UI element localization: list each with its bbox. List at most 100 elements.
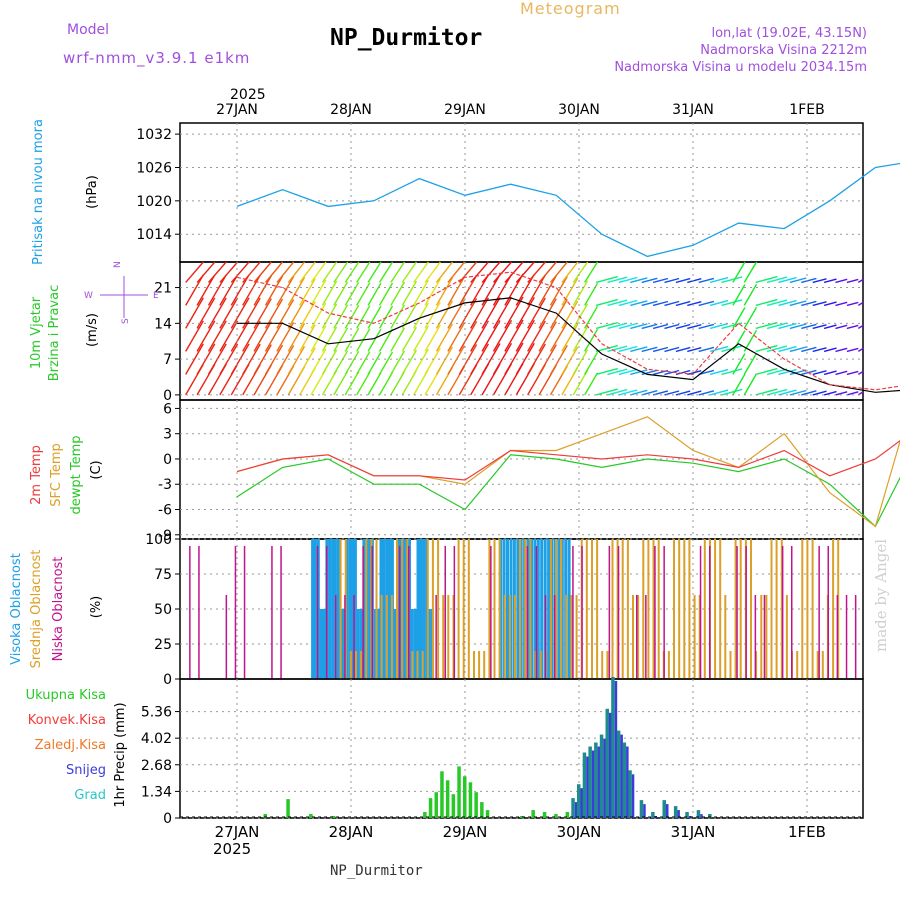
cloud-bar-low bbox=[709, 546, 711, 679]
wind-barb bbox=[538, 321, 557, 352]
cloud-bar-low bbox=[444, 546, 446, 679]
wind-barb bbox=[709, 276, 729, 284]
wind-barb bbox=[641, 346, 658, 353]
cloud-bar-mid bbox=[688, 539, 691, 679]
wind-barb bbox=[447, 261, 466, 283]
wind-barb bbox=[299, 347, 316, 375]
wind-barb bbox=[287, 277, 306, 306]
cloud-bar-low bbox=[553, 595, 556, 679]
wind-barb bbox=[401, 349, 418, 375]
compass-west: W bbox=[84, 291, 93, 301]
wind-barb bbox=[801, 277, 817, 284]
legend-convective-rain: Konvek.Kisa bbox=[28, 713, 106, 728]
cloud-bar-high bbox=[557, 539, 561, 679]
wind-barb bbox=[264, 275, 284, 306]
bottom-day-label: 1FEB bbox=[788, 823, 826, 841]
cloud-bar-high bbox=[373, 609, 377, 679]
precip-bar bbox=[331, 816, 336, 818]
precip-bar bbox=[708, 814, 712, 818]
cloud-bar-mid bbox=[667, 651, 670, 679]
cloud-bar-mid bbox=[796, 651, 799, 679]
wind-barb bbox=[595, 275, 618, 284]
wind-barb bbox=[618, 345, 638, 353]
wind-barb bbox=[561, 277, 579, 306]
wind-barb bbox=[367, 372, 382, 396]
cloud-bar-low bbox=[408, 546, 410, 679]
wind-barb bbox=[675, 390, 691, 396]
wind-barb bbox=[253, 344, 272, 375]
wind-barb bbox=[857, 370, 864, 375]
cloud-bar-mid bbox=[514, 595, 516, 679]
wind-barb bbox=[675, 277, 691, 284]
temperature-grid bbox=[175, 400, 863, 539]
snow-bar bbox=[574, 802, 578, 818]
cloud-bar-low bbox=[353, 595, 355, 679]
wind-barb bbox=[424, 347, 441, 375]
wind-barb bbox=[276, 345, 295, 375]
low-cloud-axis-label: Niska Oblacnost bbox=[51, 557, 66, 662]
wind-barb bbox=[732, 353, 746, 375]
wind-barb bbox=[652, 369, 669, 376]
bottom-day-labels: 27JAN 28JAN 29JAN 30JAN 31JAN 1FEB bbox=[215, 823, 826, 841]
cloud-bar-mid bbox=[534, 651, 537, 679]
wind-barb bbox=[709, 368, 729, 376]
wind-barb bbox=[207, 261, 227, 283]
top-day-labels: 27JAN 28JAN 29JAN 30JAN 31JAN 1FEB bbox=[216, 102, 825, 118]
temperature-panel: 6 3 0 -3 -6 -9 2m Temp SFC Temp dewpt Temp (C… bbox=[29, 399, 900, 544]
cloud-bar-mid bbox=[508, 595, 511, 679]
wind-barb bbox=[287, 346, 306, 375]
cloud-bar-high bbox=[530, 539, 533, 679]
wind-barb bbox=[527, 320, 546, 352]
cloud-bar-mid bbox=[719, 539, 722, 679]
cloud-bar-high bbox=[499, 539, 503, 679]
cloud-bar-low bbox=[781, 546, 784, 679]
snow-bar bbox=[597, 746, 601, 818]
wind-barb bbox=[595, 367, 618, 376]
cloud-bar-mid bbox=[734, 539, 737, 679]
wind-barb bbox=[515, 342, 535, 375]
cloud-bar-mid bbox=[365, 539, 368, 679]
wind-barb bbox=[264, 344, 284, 375]
wind-barb bbox=[607, 276, 628, 284]
cloud-bar-mid bbox=[555, 539, 558, 679]
wind-barb bbox=[481, 297, 501, 329]
wind-barb bbox=[846, 278, 859, 284]
wind-barb bbox=[435, 277, 454, 306]
precip-bar bbox=[309, 814, 313, 818]
cloud-bar-mid bbox=[473, 651, 475, 679]
wind-barb bbox=[618, 276, 638, 284]
wind-barb bbox=[492, 342, 513, 375]
cloud-bar-high bbox=[410, 609, 414, 679]
y-tick-label: 0 bbox=[163, 811, 172, 827]
cloud-bar-mid bbox=[406, 539, 409, 679]
wind-barb bbox=[344, 304, 360, 329]
wind-barb bbox=[846, 301, 859, 307]
cloud-bar-mid bbox=[621, 539, 624, 679]
cloud-bar-mid bbox=[703, 539, 706, 679]
wind-barb bbox=[789, 277, 807, 284]
wind-barb bbox=[618, 322, 638, 330]
wind-barb bbox=[492, 261, 513, 283]
y-tick-label: 3 bbox=[163, 427, 172, 443]
wind-barb bbox=[664, 346, 680, 353]
wind-barb bbox=[196, 261, 216, 283]
cloud-bar-low bbox=[818, 546, 820, 679]
wind-barb bbox=[310, 261, 327, 283]
wind-barb bbox=[492, 273, 513, 306]
cloud-bar-high bbox=[402, 539, 406, 679]
cloud-bar-mid bbox=[421, 651, 424, 679]
pressure-unit-label: (hPa) bbox=[85, 175, 100, 209]
wind-barb bbox=[801, 323, 817, 330]
wind-barb bbox=[595, 298, 618, 307]
wind-barb bbox=[789, 323, 807, 330]
wind-barb bbox=[378, 372, 394, 396]
wind-barb bbox=[413, 325, 429, 352]
cloud-bar-high bbox=[533, 539, 537, 679]
wind-barb bbox=[607, 368, 628, 376]
wind-barb bbox=[481, 343, 501, 375]
wind-barb bbox=[687, 370, 702, 376]
wind-barb bbox=[424, 301, 441, 329]
cloud-bar-low bbox=[763, 595, 766, 679]
cloud-bar-mid bbox=[785, 595, 788, 679]
